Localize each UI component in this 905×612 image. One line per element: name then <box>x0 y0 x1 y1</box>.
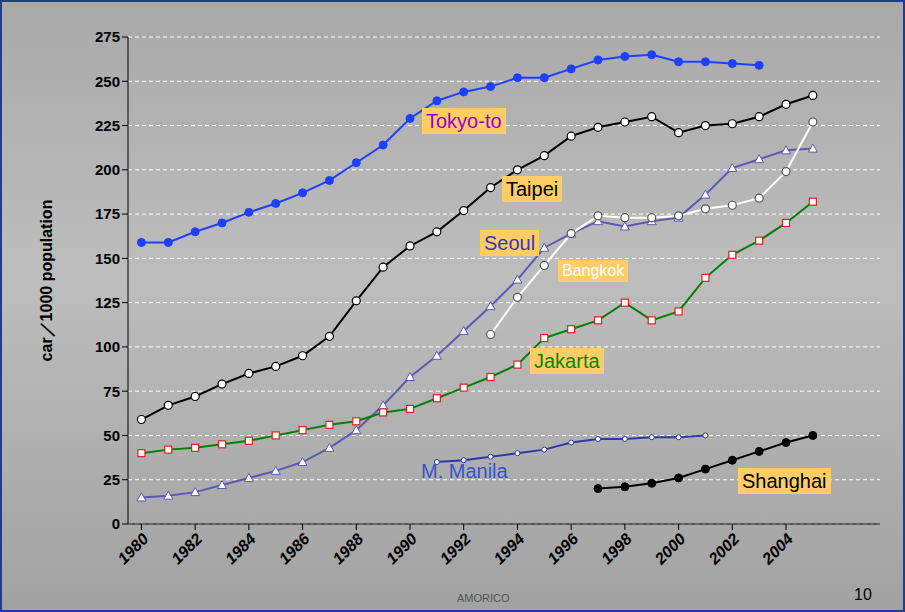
svg-text:1994: 1994 <box>490 530 527 567</box>
svg-text:175: 175 <box>95 205 120 222</box>
svg-text:1988: 1988 <box>329 530 366 567</box>
svg-text:75: 75 <box>103 383 120 400</box>
svg-text:1982: 1982 <box>168 530 205 567</box>
svg-text:2000: 2000 <box>651 530 689 568</box>
html-text:Jakarta: Jakarta <box>534 350 600 372</box>
svg-text:125: 125 <box>95 294 120 311</box>
html-text:M. Manila: M. Manila <box>421 460 508 482</box>
svg-text:1998: 1998 <box>598 530 635 567</box>
svg-text:250: 250 <box>95 73 120 90</box>
html-text:Bangkok: Bangkok <box>562 262 625 279</box>
svg-text:1996: 1996 <box>544 530 581 567</box>
svg-text:0: 0 <box>112 515 120 532</box>
svg-text:200: 200 <box>95 161 120 178</box>
svg-text:275: 275 <box>95 28 120 45</box>
svg-text:25: 25 <box>103 471 120 488</box>
svg-text:100: 100 <box>95 338 120 355</box>
svg-text:1990: 1990 <box>383 530 420 567</box>
html-text:Tokyo-to: Tokyo-to <box>426 110 502 132</box>
svg-text:car／1000 population: car／1000 population <box>38 200 56 362</box>
html-text:10: 10 <box>854 586 872 603</box>
svg-text:150: 150 <box>95 250 120 267</box>
svg-text:1984: 1984 <box>222 530 259 567</box>
svg-text:1986: 1986 <box>276 530 313 567</box>
svg-text:2004: 2004 <box>758 530 796 568</box>
svg-text:225: 225 <box>95 117 120 134</box>
html-text:Seoul: Seoul <box>484 232 536 254</box>
svg-text:1992: 1992 <box>437 530 474 567</box>
svg-text:1980: 1980 <box>114 530 151 567</box>
svg-text:2002: 2002 <box>705 530 743 568</box>
html-text:Taipei: Taipei <box>506 178 559 200</box>
svg-text:50: 50 <box>103 427 120 444</box>
html-text:AMORICO: AMORICO <box>457 592 510 604</box>
html-text:Shanghai: Shanghai <box>742 470 827 492</box>
